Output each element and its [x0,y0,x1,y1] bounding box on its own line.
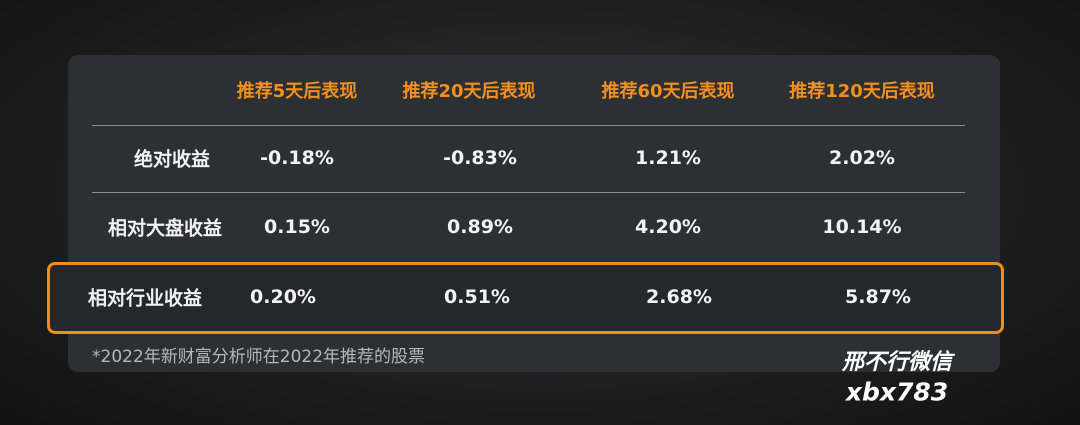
cell: 2.68% [646,286,712,308]
column-header: 推荐20天后表现 [402,81,536,102]
watermark: xbx783 [845,377,949,407]
cell: -0.83% [443,147,517,169]
header-rule [92,125,965,126]
column-header: 推荐120天后表现 [789,81,935,102]
cell: 10.14% [822,216,902,238]
cell: 5.87% [845,286,911,308]
cell: 0.89% [447,216,513,238]
cell: -0.18% [260,147,334,169]
column-header: 推荐60天后表现 [601,81,735,102]
footnote: *2022年新财富分析师在2022年推荐的股票 [92,347,426,367]
cell: 0.15% [264,216,330,238]
cell: 0.20% [250,286,316,308]
column-header: 推荐5天后表现 [236,81,358,102]
row-rule [92,192,965,193]
row-label: 绝对收益 [133,148,211,171]
row-label: 相对行业收益 [87,287,203,310]
row-label: 相对大盘收益 [107,217,223,240]
cell: 2.02% [829,147,895,169]
watermark: 邢不行微信 [841,350,953,375]
cell: 0.51% [444,286,510,308]
cell: 1.21% [635,147,701,169]
cell: 4.20% [635,216,701,238]
highlight-box [47,262,1004,334]
